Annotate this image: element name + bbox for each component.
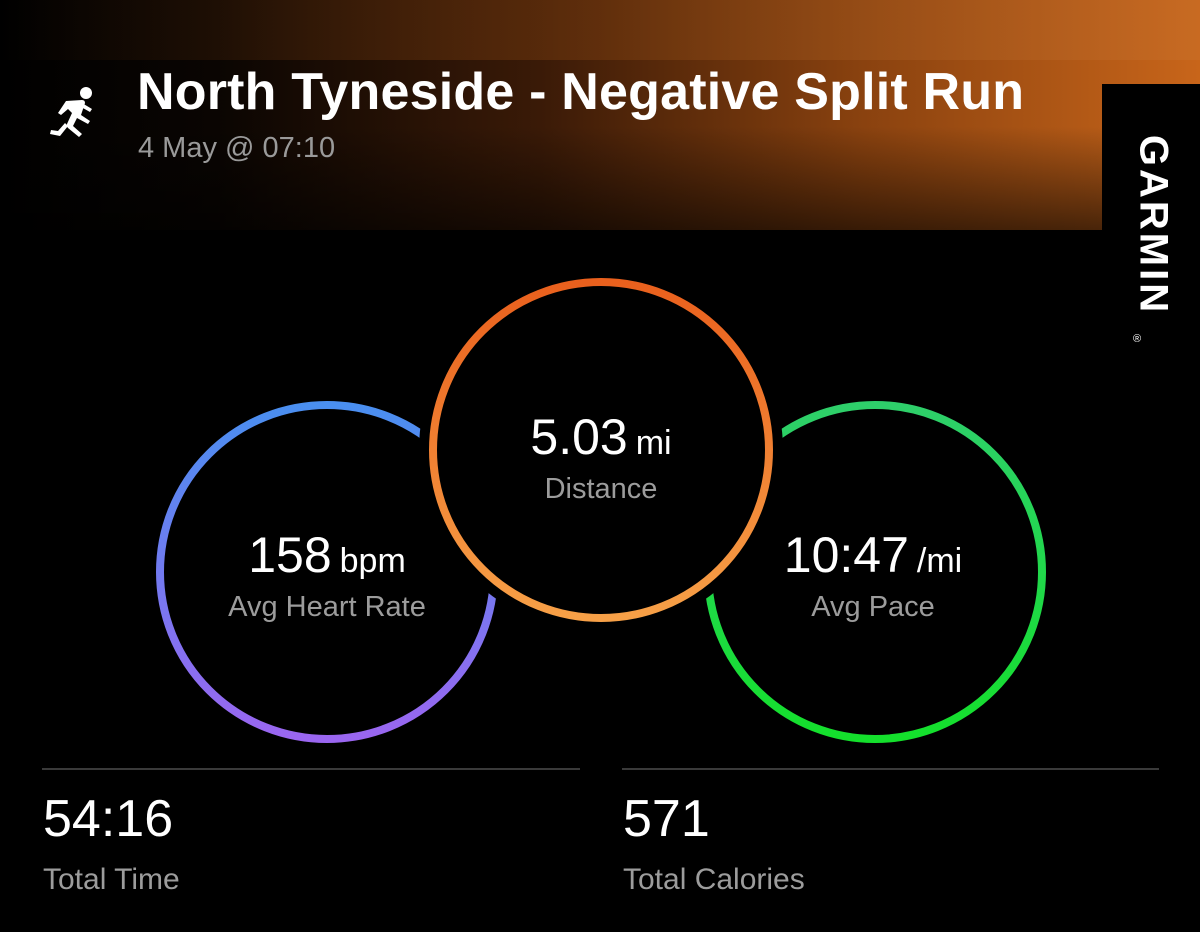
distance-ring [429, 278, 773, 622]
distance-label: Distance [544, 473, 658, 505]
pace-unit: /mi [916, 542, 963, 580]
total-calories-value: 571 [623, 790, 710, 848]
heart-rate-value: 158 [248, 527, 332, 583]
pace-label: Avg Pace [811, 591, 935, 623]
distance-unit: mi [635, 424, 672, 462]
distance-metric[interactable]: 5.03 mi Distance [530, 412, 671, 506]
registered-mark: ® [1133, 333, 1142, 345]
activity-datetime: 4 May @ 07:10 [138, 132, 336, 164]
total-time-value: 54:16 [43, 790, 174, 848]
total-time-label: Total Time [43, 863, 180, 896]
pace-ring [704, 401, 1046, 743]
garmin-tab [1102, 84, 1200, 354]
heart-rate-ring [156, 401, 498, 743]
heart-rate-label: Avg Heart Rate [228, 591, 426, 623]
running-person-icon [50, 87, 92, 137]
pace-value: 10:47 [783, 527, 909, 583]
heart-rate-metric[interactable]: 158 bpm Avg Heart Rate [228, 530, 426, 624]
divider-right [622, 768, 1159, 770]
pace-metric[interactable]: 10:47/mi Avg Pace [784, 530, 962, 624]
total-time-stat: 54:16 Total Time [43, 793, 180, 897]
heart-rate-unit: bpm [339, 542, 406, 580]
header-glow [0, 0, 1200, 60]
total-calories-label: Total Calories [623, 863, 805, 896]
total-calories-stat: 571 Total Calories [623, 793, 805, 897]
divider-left [42, 768, 580, 770]
activity-title: North Tyneside - Negative Split Run [137, 63, 1025, 121]
distance-value: 5.03 [530, 409, 628, 465]
